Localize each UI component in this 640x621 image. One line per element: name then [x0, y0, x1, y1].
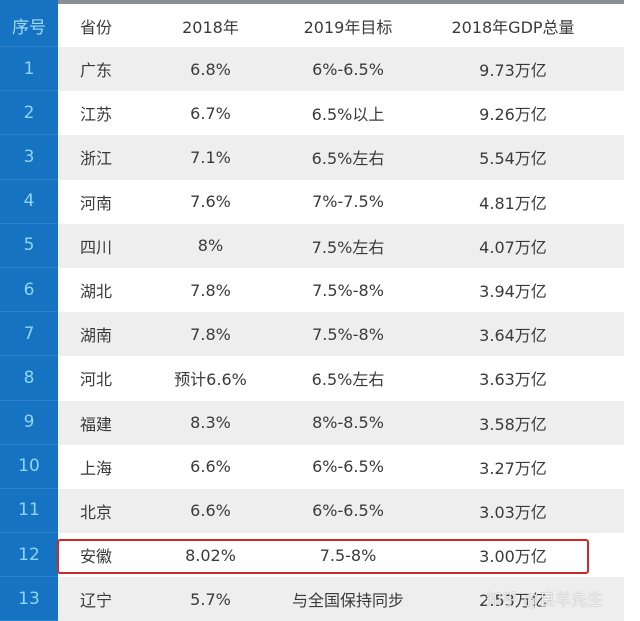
- gdp-2018-cell: 3.63万亿: [479, 370, 547, 390]
- table-row: 7 湖南 7.8% 7.5%-8% 3.64万亿: [0, 312, 640, 357]
- row-index: 11: [0, 489, 58, 534]
- target-2019-cell: 7.5-8%: [319, 545, 377, 565]
- row-index: 2: [0, 91, 58, 136]
- row-index: 8: [0, 356, 58, 401]
- table-row: 1 广东 6.8% 6%-6.5% 9.73万亿: [0, 47, 640, 92]
- row-index: 10: [0, 445, 58, 489]
- watermark: 知乎 @良羊先生: [486, 590, 604, 609]
- gdp-2018-cell: 4.81万亿: [479, 193, 547, 213]
- table-header-row: 序号 省份 2018年 2019年目标 2018年GDP总量: [0, 4, 640, 47]
- gdp-2018-cell: 3.64万亿: [479, 326, 547, 346]
- province-cell: 四川: [80, 237, 113, 257]
- row-index: 7: [0, 312, 58, 357]
- province-cell: 辽宁: [80, 591, 113, 611]
- growth-2018-cell: 5.7%: [190, 589, 231, 609]
- target-2019-cell: 6.5%左右: [311, 149, 385, 169]
- growth-2018-cell: 6.8%: [190, 59, 231, 79]
- province-cell: 广东: [80, 61, 113, 81]
- gdp-2018-cell: 3.27万亿: [479, 458, 547, 478]
- gdp-table: 序号 省份 2018年 2019年目标 2018年GDP总量 1 广东 6.8%…: [0, 4, 640, 621]
- table-row: 3 浙江 7.1% 6.5%左右 5.54万亿: [0, 135, 640, 180]
- target-2019-cell: 7%-7.5%: [312, 192, 384, 212]
- target-2019-cell: 6%-6.5%: [312, 59, 384, 79]
- growth-2018-cell: 8.3%: [190, 413, 231, 433]
- header-gdp-2018: 2018年GDP总量: [451, 17, 575, 37]
- province-cell: 上海: [80, 458, 113, 478]
- target-2019-cell: 7.5%-8%: [312, 280, 384, 300]
- table-row: 6 湖北 7.8% 7.5%-8% 3.94万亿: [0, 268, 640, 313]
- table-row: 9 福建 8.3% 8%-8.5% 3.58万亿: [0, 400, 640, 445]
- gdp-2018-cell: 3.00万亿: [479, 547, 547, 567]
- growth-2018-cell: 8.02%: [185, 545, 236, 565]
- row-index: 13: [0, 577, 58, 621]
- growth-2018-cell: 7.6%: [190, 192, 231, 212]
- row-index: 9: [0, 401, 58, 445]
- province-cell: 北京: [80, 502, 113, 522]
- province-cell: 湖北: [80, 282, 113, 302]
- row-index: 3: [0, 135, 58, 180]
- growth-2018-cell: 6.7%: [190, 103, 231, 123]
- gdp-2018-cell: 4.07万亿: [479, 237, 547, 257]
- table-row-highlighted: 12 安徽 8.02% 7.5-8% 3.00万亿: [0, 533, 640, 578]
- growth-2018-cell: 6.6%: [190, 457, 231, 477]
- province-cell: 河北: [80, 370, 113, 390]
- gdp-2018-cell: 9.73万亿: [479, 61, 547, 81]
- province-cell: 安徽: [80, 547, 113, 567]
- row-index: 6: [0, 268, 58, 313]
- province-cell: 湖南: [80, 326, 113, 346]
- header-growth-2018: 2018年: [182, 17, 239, 37]
- target-2019-cell: 7.5%左右: [311, 237, 385, 257]
- province-cell: 浙江: [80, 149, 113, 169]
- target-2019-cell: 6%-6.5%: [312, 457, 384, 477]
- table-row: 5 四川 8% 7.5%左右 4.07万亿: [0, 223, 640, 268]
- row-index: 5: [0, 224, 58, 268]
- table-row: 10 上海 6.6% 6%-6.5% 3.27万亿: [0, 445, 640, 489]
- target-2019-cell: 6.5%以上: [311, 105, 385, 125]
- growth-2018-cell: 7.1%: [190, 147, 231, 167]
- growth-2018-cell: 预计6.6%: [174, 370, 247, 390]
- target-2019-cell: 6%-6.5%: [312, 501, 384, 521]
- gdp-2018-cell: 2.53万亿: [479, 591, 547, 611]
- province-cell: 江苏: [80, 105, 113, 125]
- index-column-background: [0, 0, 58, 621]
- target-2019-cell: 7.5%-8%: [312, 324, 384, 344]
- target-2019-cell: 8%-8.5%: [312, 413, 384, 433]
- province-cell: 福建: [80, 414, 113, 434]
- table-row: 11 北京 6.6% 6%-6.5% 3.03万亿: [0, 488, 640, 534]
- target-2019-cell: 6.5%左右: [311, 370, 385, 390]
- growth-2018-cell: 7.8%: [190, 280, 231, 300]
- table-row: 8 河北 预计6.6% 6.5%左右 3.63万亿: [0, 356, 640, 401]
- table-row: 4 河南 7.6% 7%-7.5% 4.81万亿: [0, 180, 640, 224]
- gdp-2018-cell: 9.26万亿: [479, 105, 547, 125]
- table-row: 13 辽宁 5.7% 与全国保持同步 2.53万亿: [0, 577, 640, 621]
- row-index: 4: [0, 180, 58, 224]
- row-index: 12: [0, 533, 58, 578]
- header-target-2019: 2019年目标: [303, 17, 393, 37]
- growth-2018-cell: 7.8%: [190, 324, 231, 344]
- gdp-2018-cell: 5.54万亿: [479, 149, 547, 169]
- growth-2018-cell: 8%: [197, 236, 224, 256]
- province-cell: 河南: [80, 193, 113, 213]
- gdp-2018-cell: 3.03万亿: [479, 502, 547, 522]
- growth-2018-cell: 6.6%: [190, 501, 231, 521]
- header-index: 序号: [0, 4, 58, 47]
- gdp-2018-cell: 3.58万亿: [479, 414, 547, 434]
- header-province: 省份: [80, 17, 113, 37]
- top-border: [58, 0, 624, 4]
- row-index: 1: [0, 47, 58, 92]
- table-row: 2 江苏 6.7% 6.5%以上 9.26万亿: [0, 91, 640, 136]
- gdp-2018-cell: 3.94万亿: [479, 282, 547, 302]
- target-2019-cell: 与全国保持同步: [291, 591, 404, 611]
